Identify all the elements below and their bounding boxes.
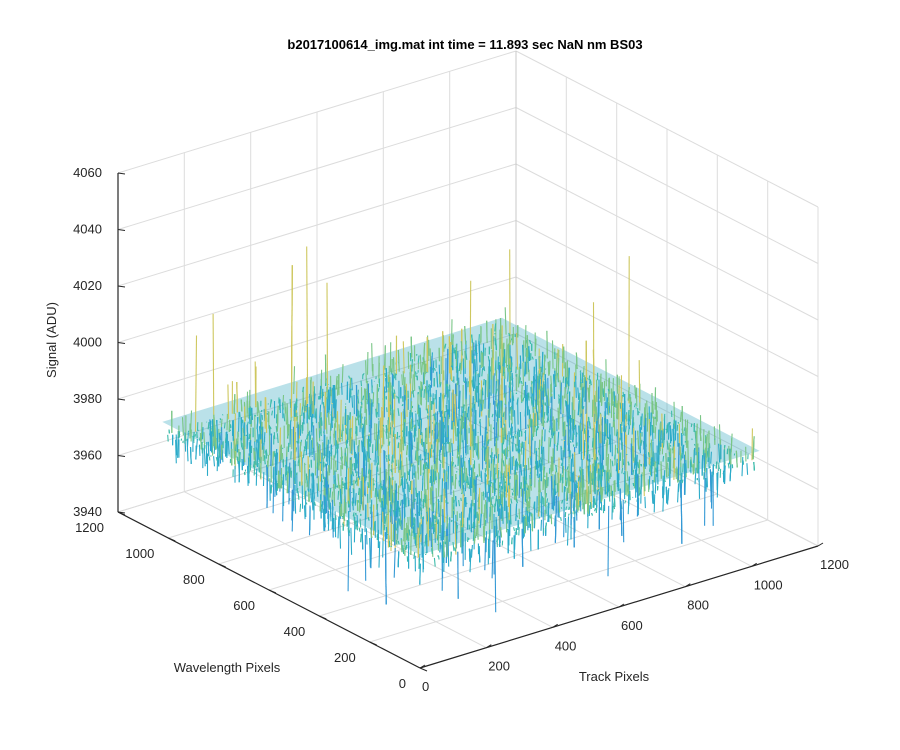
surface-layer	[162, 246, 760, 613]
wall-grid-line	[117, 220, 517, 343]
x-tick-label: 1000	[754, 577, 783, 592]
y-tick	[268, 589, 277, 594]
z-tick-label: 4060	[73, 165, 102, 180]
wall-grid-line	[515, 389, 819, 547]
y-tick-label: 600	[233, 598, 255, 613]
y-tick	[218, 563, 226, 568]
wall-grid-line	[515, 276, 819, 434]
x-axis-label: Track Pixels	[579, 669, 650, 684]
y-tick-label: 1200	[75, 520, 104, 535]
y-tick-label: 200	[334, 650, 356, 665]
y-tick	[168, 537, 176, 542]
y-tick-label: 400	[284, 624, 306, 639]
y-tick	[369, 641, 377, 646]
z-tick-label: 3960	[73, 448, 102, 463]
wall-grid-line	[117, 276, 517, 400]
y-tick	[419, 667, 428, 672]
wall-grid-line	[515, 163, 819, 321]
wall-grid-line	[515, 333, 819, 490]
x-tick-label: 200	[488, 659, 510, 674]
z-tick	[117, 398, 126, 401]
y-tick-label: 1000	[125, 546, 154, 561]
z-tick	[117, 172, 126, 175]
tick-layer: 0 200 400 600 800 1000 1200 0 200 400 600 800 1000 12…	[73, 165, 849, 694]
x-tick	[751, 562, 757, 567]
x-tick	[486, 644, 492, 649]
x-tick-label: 800	[687, 598, 709, 613]
wall-grid-line	[117, 107, 517, 230]
z-tick-label: 4000	[73, 335, 102, 350]
y-tick-label: 0	[399, 676, 406, 691]
z-tick-label: 3980	[73, 391, 102, 406]
x-tick-label: 1200	[820, 557, 849, 572]
x-tick-label: 0	[422, 679, 429, 694]
z-tick-label: 4020	[73, 278, 102, 293]
x-tick	[552, 623, 558, 628]
y-tick-label: 800	[183, 572, 205, 587]
signal-surface	[162, 246, 760, 613]
wall-grid-line	[515, 50, 819, 208]
y-axis-label: Wavelength Pixels	[174, 660, 281, 675]
y-tick	[319, 615, 327, 620]
z-tick	[117, 511, 126, 514]
wall-grid-line	[515, 107, 819, 264]
x-tick-label: 600	[621, 618, 643, 633]
z-tick	[117, 455, 126, 457]
x-tick	[618, 603, 625, 608]
x-tick-label: 400	[555, 638, 577, 653]
z-tick	[117, 285, 126, 288]
wall-grid-line	[117, 50, 517, 174]
z-tick	[117, 229, 126, 231]
z-axis-label: Signal (ADU)	[44, 302, 59, 378]
z-tick	[117, 342, 126, 344]
x-tick	[419, 664, 426, 669]
x-tick	[817, 542, 824, 547]
x-tick	[685, 583, 691, 588]
wall-grid-line	[117, 163, 517, 287]
floor-grid-line	[168, 415, 567, 539]
z-tick-label: 3940	[73, 504, 102, 519]
wall-grid-line	[515, 220, 819, 377]
chart-title: b2017100614_img.mat int time = 11.893 se…	[287, 37, 642, 52]
z-tick-label: 4040	[73, 222, 102, 237]
floor-grid-line	[369, 519, 768, 643]
